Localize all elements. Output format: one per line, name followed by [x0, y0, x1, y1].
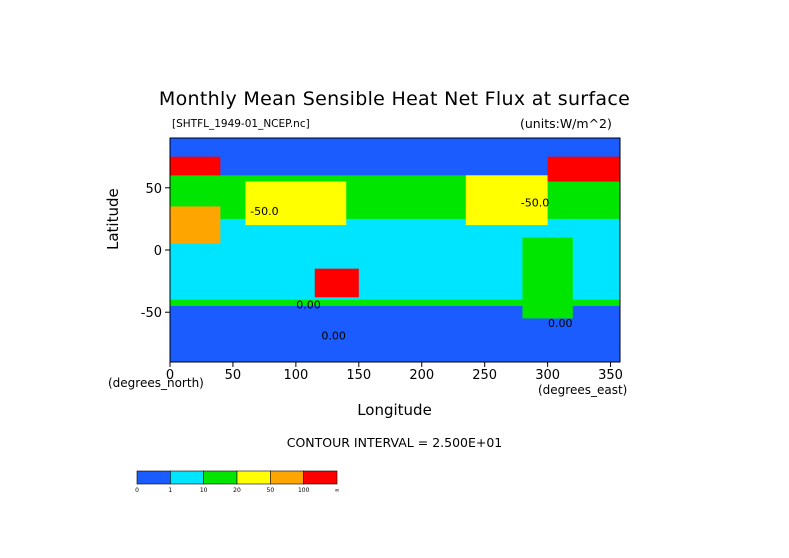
colorbar-swatch: [303, 470, 338, 485]
colorbar-tick-label: 100: [298, 487, 310, 494]
y-tick-label: 0: [154, 244, 162, 259]
heatmap-region-south-america: [522, 237, 573, 319]
y-tick-label: 50: [145, 182, 162, 197]
x-tick-label: 0: [166, 368, 174, 383]
x-tick-label: 250: [472, 368, 497, 383]
contour-label: -50.0: [250, 205, 278, 218]
x-units-label: (degrees_east): [538, 383, 628, 397]
x-tick-label: 300: [535, 368, 560, 383]
colorbar-tick-label: 1: [168, 487, 172, 494]
file-label: [SHTFL_1949-01_NCEP.nc]: [172, 118, 310, 130]
contour-label: 0.00: [321, 330, 346, 343]
chart-title: Monthly Mean Sensible Heat Net Flux at s…: [158, 88, 631, 110]
units-label: (units:W/m^2): [520, 116, 612, 131]
heatmap-region-asia: [245, 181, 347, 226]
contour-label: -50.0: [521, 196, 549, 209]
heatmap-region-siberia-edge: [170, 156, 221, 176]
heatmap-region-north-america: [465, 175, 548, 226]
x-tick-label: 50: [225, 368, 242, 383]
x-tick-label: 200: [409, 368, 434, 383]
x-tick-label: 350: [598, 368, 623, 383]
x-tick-label: 100: [283, 368, 308, 383]
colorbar-swatch: [270, 470, 304, 485]
colorbar-swatch: [170, 470, 204, 485]
contour-label: 0.00: [296, 298, 321, 311]
colorbar-tick-label: 20: [233, 487, 241, 494]
heatmap-region-arctic: [170, 138, 620, 176]
x-tick-label: 150: [346, 368, 371, 383]
colorbar-tick-label: 0: [135, 487, 139, 494]
contour-interval-label: CONTOUR INTERVAL = 2.500E+01: [286, 435, 503, 450]
x-axis-label: Longitude: [357, 401, 432, 419]
colorbar-swatch: [236, 470, 271, 485]
colorbar-swatch: [203, 470, 238, 485]
colorbar-swatch: [136, 470, 171, 485]
colorbar-tick-label: 50: [267, 487, 275, 494]
heatmap-region-alaska-canada: [547, 156, 620, 182]
contour-label: 0.00: [548, 317, 573, 330]
y-tick-label: -50: [141, 306, 162, 321]
colorbar-tick-label: 10: [200, 487, 208, 494]
colorbar-tick-label: ∞: [335, 487, 340, 494]
y-units-label: (degrees_north): [108, 376, 204, 390]
heatmap-region-north-africa: [170, 206, 221, 244]
heatmap-region-australia: [314, 268, 359, 298]
